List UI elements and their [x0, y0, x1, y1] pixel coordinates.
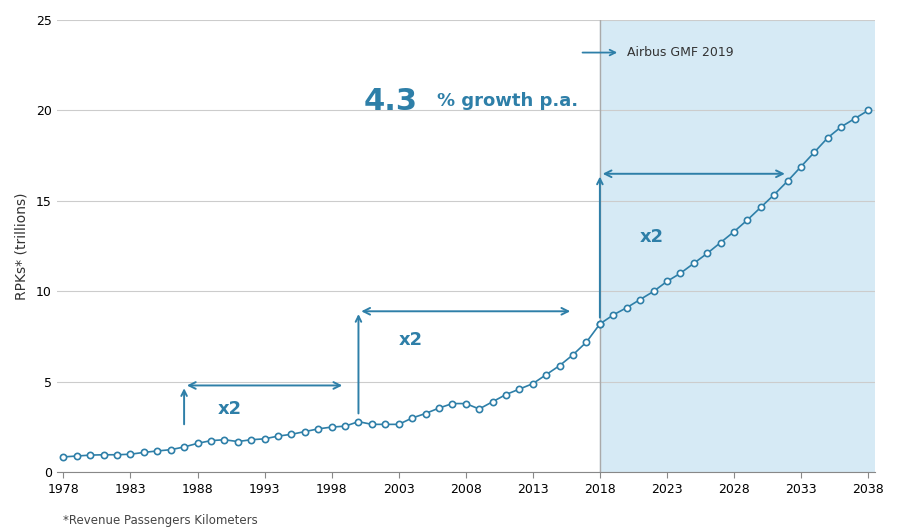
Text: % growth p.a.: % growth p.a. — [437, 93, 579, 111]
Text: x2: x2 — [640, 228, 664, 246]
Text: x2: x2 — [399, 331, 423, 349]
Text: *Revenue Passengers Kilometers: *Revenue Passengers Kilometers — [63, 514, 257, 527]
Text: 4.3: 4.3 — [364, 87, 418, 116]
Text: x2: x2 — [218, 400, 242, 418]
Bar — [600, 20, 875, 472]
Text: Airbus GMF 2019: Airbus GMF 2019 — [626, 46, 734, 59]
Y-axis label: RPKs* (trillions): RPKs* (trillions) — [15, 193, 29, 300]
